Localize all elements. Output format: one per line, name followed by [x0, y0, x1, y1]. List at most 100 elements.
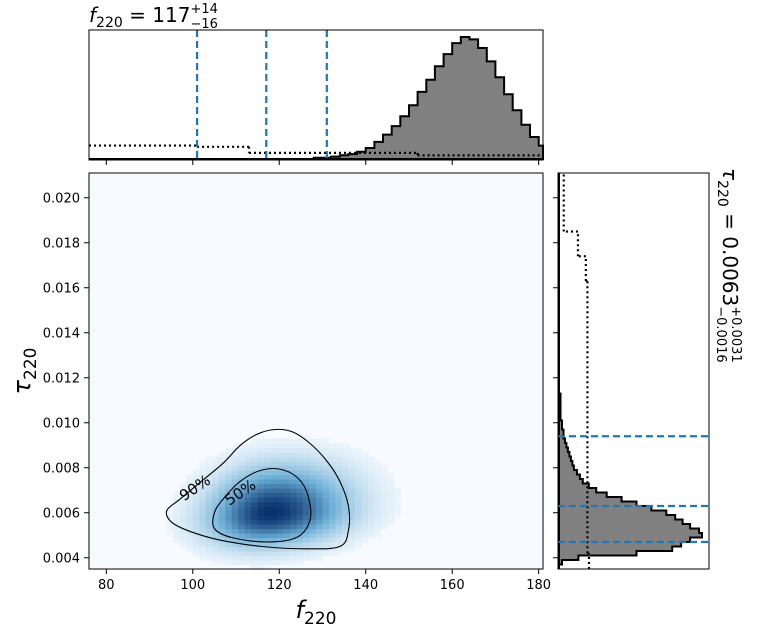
density-cell: [192, 546, 200, 552]
density-cell: [277, 497, 285, 503]
density-cell: [303, 447, 311, 453]
density-cell: [290, 528, 298, 534]
top-marginal-panel: f220 = 117+14 −16: [88, 2, 544, 165]
density-cell: [277, 447, 285, 453]
density-cell: [251, 483, 259, 489]
y-tick-label: 0.008: [43, 461, 80, 476]
density-cell: [354, 461, 362, 467]
density-cell: [238, 443, 246, 449]
density-cell: [374, 506, 382, 512]
density-cell: [328, 447, 337, 453]
density-cell: [225, 560, 233, 566]
density-cell: [387, 474, 395, 480]
density-cell: [244, 555, 252, 561]
density-cell: [290, 555, 298, 561]
density-cell: [296, 479, 304, 485]
density-cell: [283, 470, 291, 476]
density-cell: [192, 551, 200, 557]
density-cell: [244, 533, 252, 539]
density-cell: [231, 560, 239, 566]
density-cell: [335, 546, 343, 552]
density-cell: [205, 533, 213, 539]
density-cell: [244, 510, 252, 516]
density-cell: [348, 519, 356, 525]
density-cell: [251, 488, 259, 494]
density-cell: [322, 501, 330, 507]
density-cell: [322, 492, 330, 498]
density-cell: [199, 528, 207, 534]
density-cell: [205, 474, 213, 480]
density-cell: [328, 519, 337, 525]
density-cell: [316, 461, 324, 467]
density-cell: [361, 510, 369, 516]
density-cell: [374, 488, 382, 494]
density-cell: [354, 524, 362, 530]
density-cell: [192, 501, 200, 507]
density-cell: [192, 470, 200, 476]
density-cell: [231, 533, 239, 539]
density-cell: [309, 528, 317, 534]
density-cell: [225, 483, 233, 489]
density-cell: [244, 488, 252, 494]
density-cell: [328, 461, 337, 467]
density-cell: [309, 542, 317, 548]
density-cell: [290, 492, 298, 498]
density-cell: [186, 519, 194, 525]
density-cell: [341, 488, 350, 494]
density-cell: [244, 483, 252, 489]
density-cell: [283, 479, 291, 485]
density-cell: [238, 506, 246, 512]
density-cell: [367, 497, 375, 503]
density-cell: [354, 528, 362, 534]
density-cell: [335, 519, 343, 525]
density-cell: [393, 497, 401, 503]
density-cell: [341, 443, 350, 449]
density-cell: [199, 501, 207, 507]
density-cell: [231, 515, 239, 521]
density-cell: [335, 537, 343, 543]
density-cell: [199, 488, 207, 494]
density-cell: [367, 465, 375, 471]
density-cell: [212, 546, 220, 552]
density-cell: [387, 483, 395, 489]
density-cell: [283, 501, 291, 507]
density-cell: [277, 533, 285, 539]
density-cell: [231, 461, 239, 467]
density-cell: [348, 546, 356, 552]
contour-line-90: [165, 428, 351, 550]
density-cell: [212, 465, 220, 471]
density-cell: [354, 492, 362, 498]
density-cell: [380, 510, 388, 516]
density-cell: [322, 497, 330, 503]
density-cell: [303, 506, 311, 512]
top-title-upper: +14: [190, 2, 217, 17]
density-cell: [380, 515, 388, 521]
density-cell: [328, 533, 337, 539]
density-cell: [231, 551, 239, 557]
density-cell: [257, 537, 265, 543]
density-cell: [374, 492, 382, 498]
density-cell: [277, 488, 285, 494]
density-cell: [205, 465, 213, 471]
density-cell: [354, 483, 362, 489]
density-cell: [251, 528, 259, 534]
density-cell: [225, 546, 233, 552]
density-cell: [380, 479, 388, 485]
density-cell: [380, 465, 388, 471]
density-cell: [335, 483, 343, 489]
density-cell: [322, 542, 330, 548]
density-cell: [186, 537, 194, 543]
density-cell: [290, 519, 298, 525]
density-cell: [367, 533, 375, 539]
density-cell: [374, 461, 382, 467]
density-cell: [361, 461, 369, 467]
density-cell: [231, 555, 239, 561]
density-cell: [238, 546, 246, 552]
density-cell: [212, 533, 220, 539]
density-cell: [212, 488, 220, 494]
density-cell: [328, 452, 337, 458]
density-cell: [218, 501, 226, 507]
density-cell: [316, 515, 324, 521]
density-cell: [322, 551, 330, 557]
density-cell: [212, 501, 220, 507]
